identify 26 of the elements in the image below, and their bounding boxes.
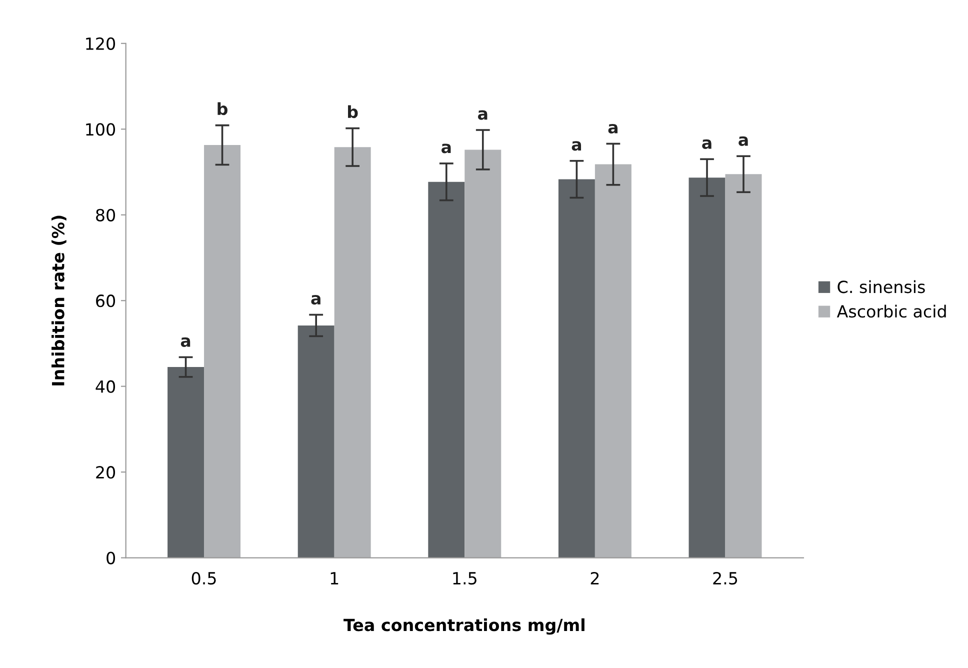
y-tick-label: 120 [86, 37, 116, 50]
x-axis-title: Tea concentrations mg/ml [344, 618, 584, 635]
y-tick-label: 60 [96, 294, 116, 308]
y-axis-title: Inhibition rate (%) [52, 216, 66, 386]
y-tick-label: 80 [96, 208, 116, 222]
data-label: a [478, 110, 488, 120]
x-tick-label: 0.5 [192, 572, 216, 585]
x-tick-label: 1 [330, 572, 338, 584]
y-tick-label: 40 [96, 380, 116, 393]
data-label: a [702, 139, 712, 149]
data-label: a [441, 144, 451, 154]
data-label: a [311, 295, 320, 305]
data-label: a [608, 124, 618, 134]
data-label: a [572, 141, 582, 151]
y-tick-label: 20 [96, 466, 116, 479]
data-label: a [180, 337, 190, 348]
legend-label: C. sinensis [838, 280, 925, 294]
data-label: b [348, 105, 358, 118]
y-tick-label: 100 [86, 123, 116, 136]
x-tick-label: 2 [590, 572, 599, 584]
data-label: b [218, 102, 228, 116]
y-tick-label: 0 [106, 552, 116, 564]
legend-label: Ascorbic acid [836, 304, 946, 318]
x-tick-label: 1.5 [453, 572, 476, 585]
x-tick-label: 2.5 [713, 572, 738, 585]
data-label: a [738, 136, 748, 146]
